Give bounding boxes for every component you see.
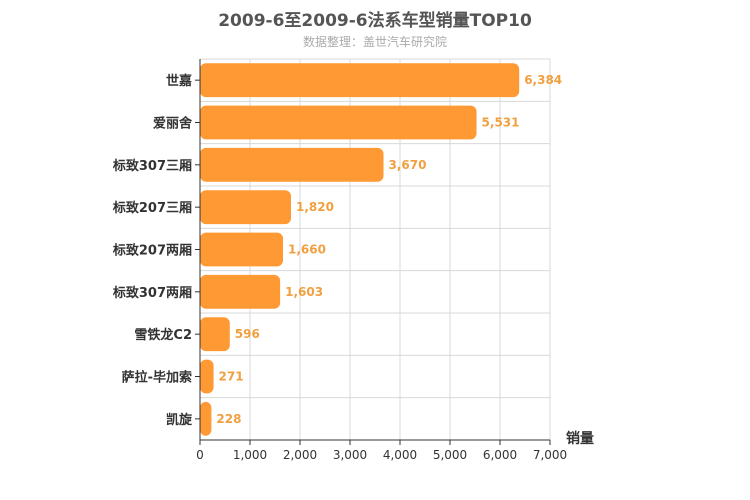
x-tick-label: 4,000 [383, 448, 417, 462]
category-label: 世嘉 [166, 73, 192, 89]
x-tick-label: 3,000 [333, 448, 367, 462]
value-label: 271 [219, 370, 244, 384]
x-tick-label: 5,000 [433, 448, 467, 462]
bar [200, 274, 281, 309]
x-tick-label: 7,000 [533, 448, 567, 462]
x-tick-label: 2,000 [283, 448, 317, 462]
bar [200, 232, 283, 267]
category-label: 萨拉-毕加索 [122, 370, 192, 386]
x-tick-label: 1,000 [233, 448, 267, 462]
value-label: 1,603 [285, 285, 323, 299]
category-label: 标致307三厢 [112, 158, 192, 174]
value-label: 228 [216, 412, 241, 426]
chart-title: 2009-6至2009-6法系车型销量TOP10 [218, 11, 532, 31]
value-label: 1,820 [296, 200, 334, 214]
bar [200, 63, 520, 98]
value-label: 1,660 [288, 243, 326, 257]
bar [200, 147, 384, 182]
bar [200, 401, 212, 436]
x-tick-label: 0 [196, 448, 204, 462]
x-tick-label: 6,000 [483, 448, 517, 462]
bar [200, 105, 477, 140]
chart-subtitle: 数据整理：盖世汽车研究院 [302, 35, 447, 49]
category-label: 凯旋 [166, 412, 193, 428]
bar [200, 359, 214, 394]
category-label: 爱丽舍 [153, 116, 193, 132]
bar [200, 190, 291, 225]
category-label: 雪铁龙C2 [134, 327, 192, 343]
category-label: 标致207三厢 [112, 200, 192, 216]
value-label: 3,670 [389, 158, 427, 172]
value-label: 5,531 [482, 116, 520, 130]
category-label: 标致307两厢 [112, 285, 192, 301]
value-label: 596 [235, 327, 260, 341]
category-label: 标致207两厢 [112, 243, 192, 259]
value-label: 6,384 [524, 73, 562, 87]
x-axis-title: 销量 [566, 430, 594, 447]
bar [200, 317, 230, 352]
